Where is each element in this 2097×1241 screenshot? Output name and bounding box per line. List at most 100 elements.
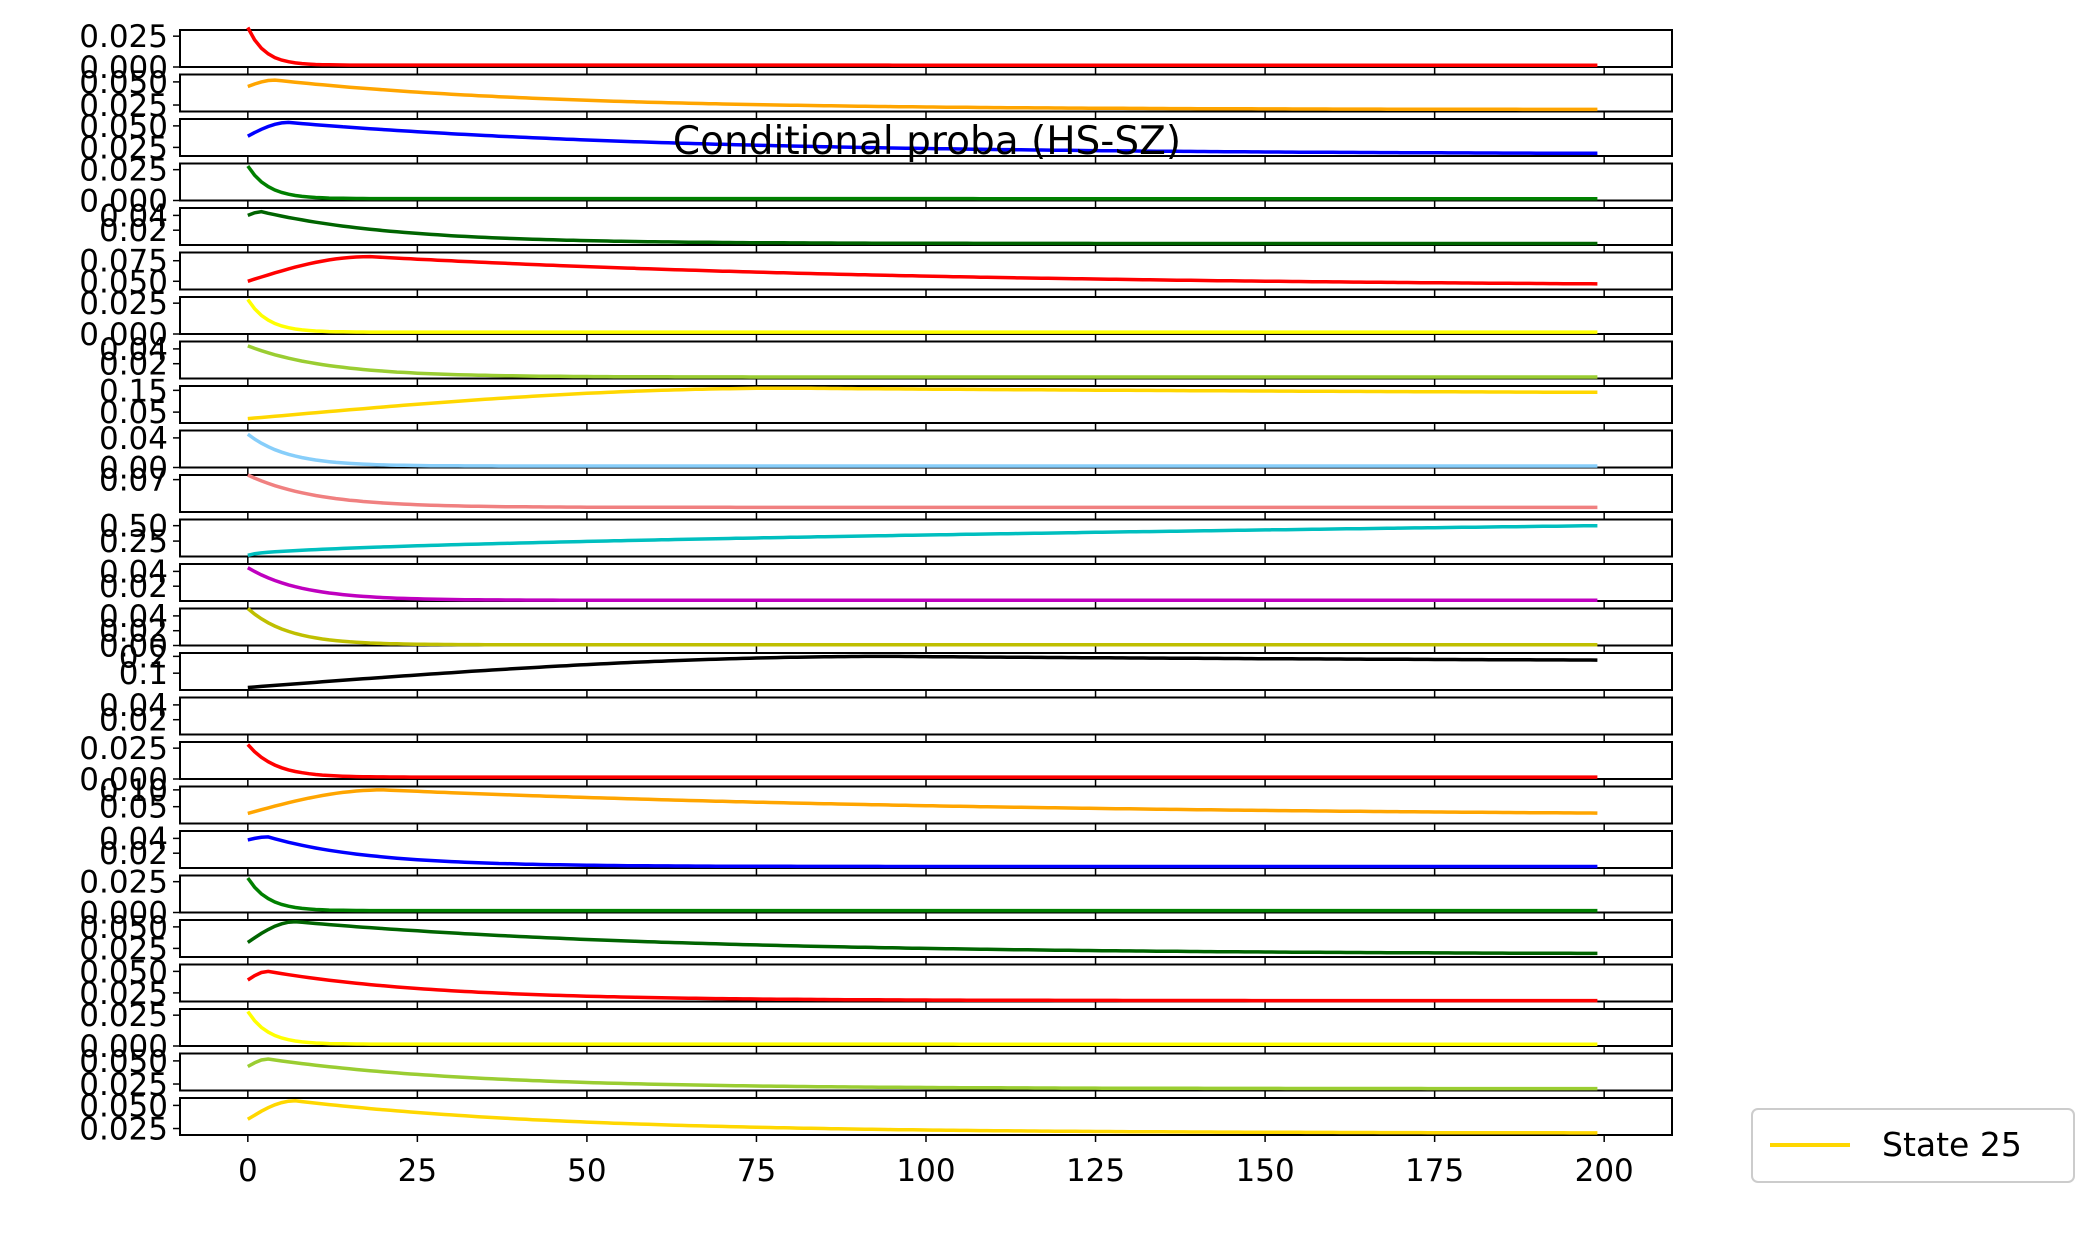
x-tick-label: 150 [1236,1153,1295,1189]
y-tick-label: 0.05 [99,790,168,826]
series-line-22 [246,969,1598,1003]
x-tick-label: 75 [737,1153,776,1189]
panel-5: 0.040.02 [99,198,1673,252]
y-tick-label: 0.00 [99,629,168,665]
series-line-6 [247,254,1598,286]
y-tick-label: 0.050 [79,264,168,300]
y-tick-label: 0.02 [99,614,168,650]
y-tick-label: 0.10 [99,773,168,809]
y-tick-label: 0.02 [99,569,168,605]
y-tick-label: 0.000 [79,317,168,353]
y-tick-label: 0.04 [99,599,168,635]
y-tick-label: 0.025 [79,1067,168,1103]
series-line-24 [246,1057,1598,1091]
y-tick-label: 0.50 [99,509,168,545]
panel-12: 0.500.25 [99,509,1673,564]
y-tick-label: 0.025 [79,731,168,767]
series-line-1 [246,26,1598,67]
panel-11: 0.07 [99,463,1673,519]
y-tick-label: 0.05 [99,395,168,431]
panel-16: 0.040.02 [99,688,1673,742]
series-line-14 [246,607,1598,647]
panel-frame [179,296,1673,335]
series-line-8 [247,344,1598,379]
y-tick-label: 0.04 [99,198,168,234]
chart-title: Conditional proba (HS-SZ) [673,119,1181,164]
y-tick-label: 0.04 [99,688,168,724]
series-line-9 [247,386,1598,421]
y-tick-label: 0.025 [79,153,168,189]
y-tick-label: 0.000 [79,762,168,798]
x-tick-label: 175 [1405,1153,1464,1189]
series-line-13 [246,566,1598,603]
y-tick-label: 0.15 [99,373,168,409]
y-tick-label: 0.050 [79,65,168,101]
series-line-7 [246,298,1598,334]
series-line-12 [247,523,1598,558]
y-tick-label: 0.02 [99,347,168,383]
x-tick-label: 125 [1066,1153,1125,1189]
panel-8: 0.040.02 [99,332,1673,386]
legend-label: State 25 [1882,1125,2022,1164]
panel-14: 0.040.020.00 [99,599,1673,665]
y-tick-label: 0.025 [79,88,168,124]
panel-frame [179,741,1673,780]
y-tick-label: 0.07 [99,463,168,499]
panel-9: 0.150.05 [99,373,1673,431]
y-tick-label: 0.025 [79,19,168,55]
y-tick-label: 0.025 [79,286,168,322]
y-tick-label: 0.2 [119,639,168,675]
series-line-19 [247,835,1598,869]
y-tick-label: 0.00 [99,451,168,487]
series-line-20 [246,876,1598,913]
y-tick-label: 0.075 [79,244,168,280]
series-line-11 [247,473,1598,510]
series-line-18 [247,788,1598,816]
series-line-3 [246,120,1598,156]
y-tick-label: 0.04 [99,332,168,368]
y-tick-label: 0.025 [79,998,168,1034]
y-tick-label: 0.1 [119,656,168,692]
x-tick-label: 0 [238,1153,258,1189]
panel-frame [179,207,1673,246]
panel-frame [179,607,1673,647]
x-tick-label: 100 [896,1153,955,1189]
series-line-21 [246,919,1598,956]
y-tick-label: 0.000 [79,896,168,932]
y-tick-label: 0.025 [79,130,168,166]
panel-frame [179,429,1673,469]
panel-frame [179,563,1673,602]
x-tick-label: 25 [398,1153,437,1189]
legend-frame [1751,1108,2075,1183]
series-line-4 [246,164,1598,201]
series-line-2 [247,78,1598,112]
panel-frame [179,162,1673,202]
y-tick-label: 0.02 [99,836,168,872]
y-tick-label: 0.02 [99,703,168,739]
y-tick-label: 0.02 [99,213,168,249]
panel-frame [179,1008,1673,1047]
y-tick-label: 0.04 [99,421,168,457]
chart-panels: 0.0250.0000.0500.0250.0500.0250.0250.000… [79,19,1673,1148]
y-tick-label: 0.050 [79,1088,168,1124]
series-line-25 [246,1099,1598,1135]
x-tick-label: 200 [1575,1153,1634,1189]
x-tick-label: 50 [567,1153,606,1189]
y-tick-label: 0.25 [99,524,168,560]
series-line-23 [246,1010,1598,1046]
y-tick-label: 0.025 [79,931,168,967]
y-tick-label: 0.050 [79,109,168,145]
x-axis: 0 25 50 75 100 125 150 175 200 [238,1153,1634,1189]
y-tick-label: 0.050 [79,910,168,946]
y-tick-label: 0.000 [79,184,168,220]
